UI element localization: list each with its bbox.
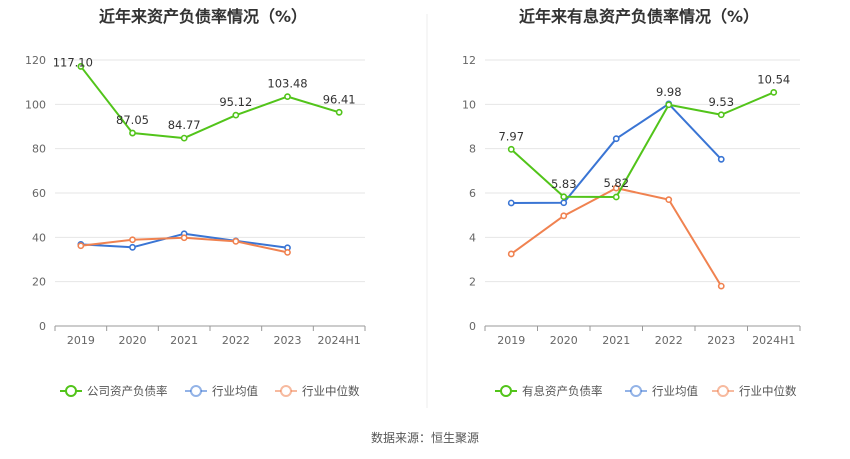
data-point <box>612 193 620 201</box>
x-tick-label: 2021 <box>602 334 630 347</box>
data-point <box>180 134 188 142</box>
x-tick-label: 2019 <box>497 334 525 347</box>
legend-label: 公司资产负债率 <box>87 384 168 398</box>
legend-swatch-marker <box>717 385 729 397</box>
y-tick-label: 2 <box>469 276 476 289</box>
chart-title: 近年来资产负债率情况（%） <box>99 7 307 26</box>
data-label: 5.82 <box>603 176 629 190</box>
data-point <box>717 282 725 290</box>
y-tick-label: 60 <box>32 187 46 200</box>
chart-panel-2: 近年来有息资产负债率情况（%） 0 2 4 6 8 10 12 2019 2020 2021 2022… <box>462 7 801 398</box>
data-point <box>560 212 568 220</box>
x-tick-label: 2019 <box>67 334 95 347</box>
y-tick-label: 0 <box>39 320 46 333</box>
legend-swatch-marker <box>280 385 292 397</box>
y-tick-label: 40 <box>32 231 46 244</box>
series-line-1 <box>80 65 340 140</box>
x-tick-label: 2020 <box>119 334 147 347</box>
data-point <box>180 234 188 242</box>
data-source-note: 数据来源：恒生聚源 <box>371 430 479 445</box>
legend-item-2[interactable]: 行业均值 <box>185 384 258 398</box>
legend-item-2[interactable]: 行业均值 <box>625 384 698 398</box>
data-label: 5.83 <box>551 177 577 191</box>
data-point <box>129 236 136 244</box>
y-tick-label: 6 <box>469 187 476 200</box>
data-label: 117.10 <box>53 55 93 69</box>
data-point <box>129 129 136 137</box>
legend-item-1[interactable]: 公司资产负债率 <box>60 384 168 398</box>
legend-swatch-marker <box>630 385 642 397</box>
data-label: 96.41 <box>323 92 356 106</box>
data-point <box>560 193 568 201</box>
data-point <box>717 111 725 119</box>
y-tick-label: 80 <box>32 143 46 156</box>
legend-label: 行业均值 <box>212 384 258 398</box>
data-label: 10.54 <box>757 72 790 86</box>
data-point <box>284 93 291 101</box>
data-point <box>612 135 620 143</box>
data-point <box>560 199 568 207</box>
legend-swatch-marker <box>65 385 77 397</box>
data-point <box>129 243 136 251</box>
data-point <box>665 196 673 204</box>
x-tick-label: 2020 <box>550 334 578 347</box>
legend-item-1[interactable]: 有息资产负债率 <box>495 384 603 398</box>
series-line-1 <box>510 91 775 198</box>
y-tick-label: 10 <box>462 98 476 111</box>
data-point <box>507 199 515 207</box>
x-tick-label: 2021 <box>170 334 198 347</box>
data-point <box>507 145 515 153</box>
x-tick-label: 2022 <box>222 334 250 347</box>
x-tick-label: 2023 <box>707 334 735 347</box>
data-point <box>612 184 620 192</box>
y-tick-label: 8 <box>469 143 476 156</box>
data-point <box>665 101 673 109</box>
x-tick-label: 2024H1 <box>318 334 361 347</box>
y-tick-label: 0 <box>469 320 476 333</box>
data-point <box>77 63 85 70</box>
legend-item-3[interactable]: 行业中位数 <box>275 384 360 398</box>
data-label: 87.05 <box>116 113 149 127</box>
data-label: 95.12 <box>219 95 252 109</box>
data-point <box>232 237 240 245</box>
data-point <box>335 108 343 116</box>
data-point <box>770 88 778 96</box>
chart-panel-1: 近年来资产负债率情况（%） 0 20 40 60 80 100 120 2019 2020 2021… <box>25 7 366 398</box>
data-label: 9.98 <box>656 85 682 99</box>
data-label: 9.53 <box>708 95 734 109</box>
data-point <box>717 155 725 163</box>
legend-swatch-marker <box>190 385 202 397</box>
y-tick-label: 20 <box>32 276 46 289</box>
data-point <box>77 242 85 250</box>
y-tick-label: 120 <box>25 54 46 67</box>
data-label: 103.48 <box>267 77 307 91</box>
x-tick-label: 2024H1 <box>752 334 795 347</box>
data-point <box>507 250 515 258</box>
legend-label: 行业均值 <box>652 384 698 398</box>
legend-item-3[interactable]: 行业中位数 <box>712 384 797 398</box>
x-tick-label: 2022 <box>655 334 683 347</box>
legend-label: 行业中位数 <box>739 384 797 398</box>
legend-label: 行业中位数 <box>302 384 360 398</box>
y-tick-label: 100 <box>25 98 46 111</box>
data-label: 84.77 <box>168 118 201 132</box>
x-tick-label: 2023 <box>274 334 302 347</box>
legend-swatch-marker <box>500 385 512 397</box>
y-tick-label: 12 <box>462 54 476 67</box>
data-label: 7.97 <box>498 129 524 143</box>
chart-title: 近年来有息资产负债率情况（%） <box>519 7 759 26</box>
data-point <box>232 111 240 119</box>
legend-label: 有息资产负债率 <box>522 384 603 398</box>
y-tick-label: 4 <box>469 231 476 244</box>
data-point <box>284 249 291 256</box>
